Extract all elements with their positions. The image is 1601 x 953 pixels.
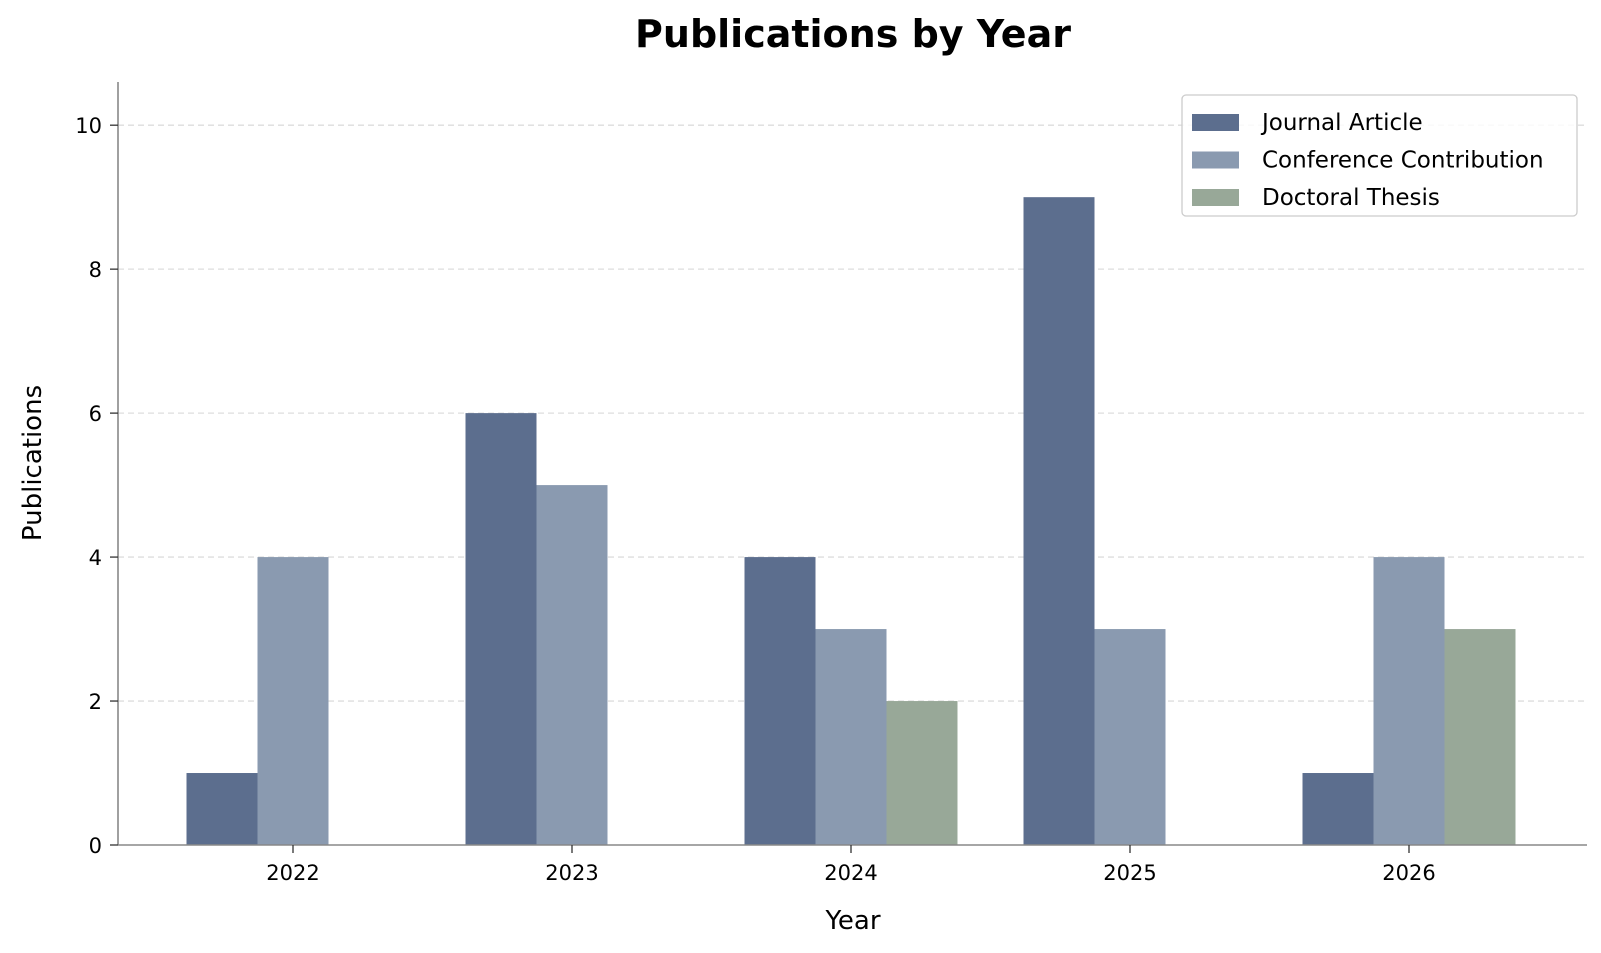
x-tick-label: 2026 [1382,861,1435,885]
gridlines [118,124,1587,702]
y-axis-ticks: 0 2 4 6 8 10 [75,114,118,858]
legend: Journal Article Conference Contribution Do… [1181,94,1578,217]
legend-box [1181,94,1578,217]
bar-journal-article-2026 [1302,773,1374,845]
legend-label: Doctoral Thesis [1262,185,1440,211]
bar-conference-contribution-2022 [257,557,329,845]
y-tick-label: 4 [89,546,102,570]
x-tick-label: 2025 [1103,861,1156,885]
y-tick-label: 10 [75,114,102,138]
legend-label: Conference Contribution [1262,148,1544,174]
y-axis-label: Publications [18,385,48,541]
legend-swatch [1192,151,1239,169]
bar-journal-article-2025 [1023,197,1095,846]
bar-journal-article-2023 [465,413,537,845]
x-tick-label: 2022 [266,861,319,885]
x-tick-label: 2023 [545,861,598,885]
axes [117,82,1587,846]
bar-doctoral-thesis-2026 [1444,629,1516,845]
legend-label: Journal Article [1260,110,1423,136]
y-tick-label: 6 [89,402,102,426]
bar-conference-contribution-2024 [815,629,887,845]
x-axis-label: Year [824,906,880,936]
legend-swatch [1192,189,1239,206]
bar-conference-contribution-2023 [536,485,608,845]
y-tick-label: 0 [89,834,102,858]
y-tick-label: 8 [89,258,102,282]
bar-journal-article-2024 [744,557,816,845]
x-tick-label: 2024 [824,861,877,885]
bar-conference-contribution-2026 [1373,557,1445,845]
bar-doctoral-thesis-2024 [886,701,958,845]
legend-swatch [1192,114,1239,131]
x-axis-ticks: 2022 2023 2024 2025 2026 [266,845,1436,885]
bars [186,197,1516,846]
y-tick-label: 2 [89,690,102,714]
bar-conference-contribution-2025 [1094,629,1166,845]
chart-title: Publications by Year [635,12,1071,56]
bar-journal-article-2022 [186,773,258,845]
